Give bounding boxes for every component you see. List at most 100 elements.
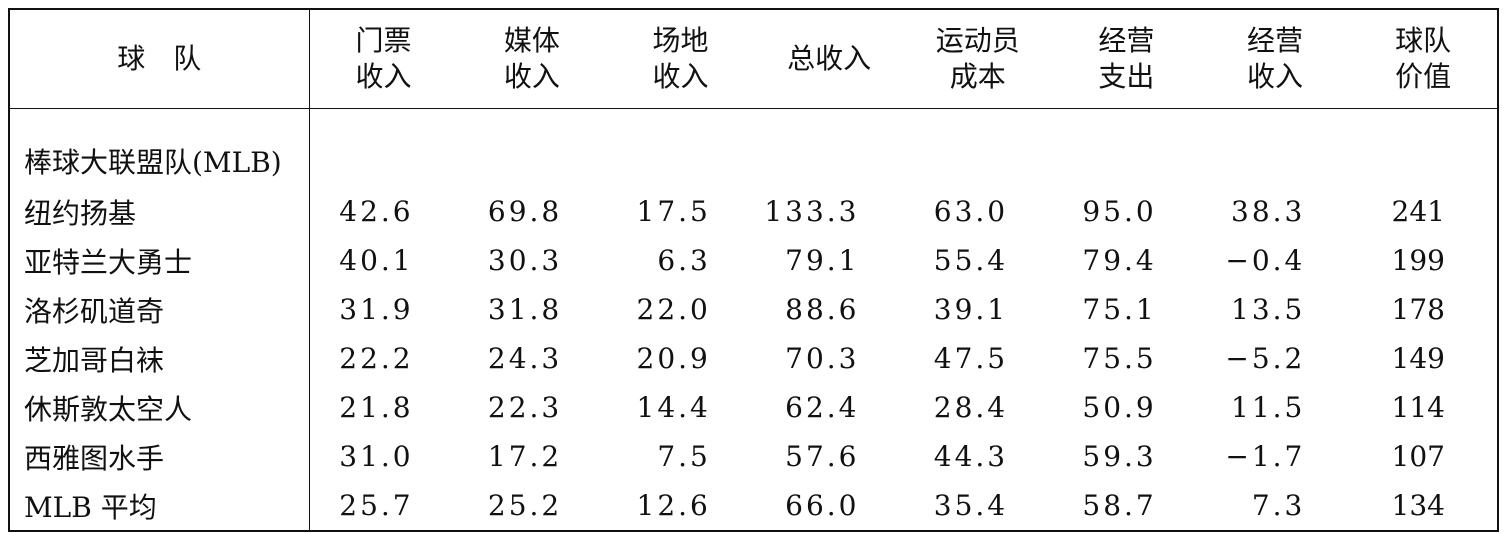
- header-cell: 经营 支出: [1052, 9, 1201, 109]
- table-header: 球 队门票 收入 媒体 收入 场地 收入 总收入 运动员 成本 经营 支出 经营 收入 球队 价值: [9, 9, 1498, 109]
- value-cell: 70.3: [785, 342, 860, 375]
- value-cell: 178: [1391, 293, 1445, 326]
- value-cell: 25.2: [487, 489, 563, 522]
- header-cell: 媒体 收入: [457, 9, 607, 109]
- value-cell: 133.3: [764, 195, 860, 228]
- team-name: MLB 平均: [9, 481, 310, 531]
- value-cell: 58.7: [1082, 489, 1157, 522]
- header-cell: 总收入: [754, 9, 904, 109]
- header-text: 球队: [1395, 24, 1452, 57]
- empty-cell: [309, 109, 458, 188]
- data-row: MLB 平均 25.7 25.2 12.6 66.0 35.4 58.7 7.3 134: [9, 481, 1498, 531]
- value-cell: 24.3: [487, 342, 563, 375]
- value-cell: 7.5: [657, 440, 711, 473]
- header-text: 经营: [1247, 24, 1304, 57]
- header-text: 收入: [652, 60, 709, 93]
- data-row: 芝加哥白袜 22.2 24.3 20.9 70.3 47.5 75.5 −5.2 149: [9, 334, 1498, 383]
- data-row: 纽约扬基 42.6 69.8 17.5 133.3 63.0 95.0 38.3 241: [9, 187, 1498, 236]
- value-cell: 134: [1391, 489, 1445, 522]
- value-cell: 35.4: [933, 489, 1009, 522]
- team-name: 洛杉矶道奇: [9, 285, 310, 334]
- empty-cell: [904, 109, 1053, 188]
- value-cell: 95.0: [1082, 195, 1157, 228]
- value-cell: 88.6: [785, 293, 860, 326]
- value-cell: 28.4: [933, 391, 1009, 424]
- data-row: 亚特兰大勇士 40.1 30.3 6.3 79.1 55.4 79.4 −0.4 199: [9, 236, 1498, 285]
- empty-cell: [1052, 109, 1201, 188]
- header-text: 支出: [1098, 60, 1155, 93]
- empty-cell: [458, 109, 607, 188]
- header-text: 门票: [355, 24, 412, 57]
- value-cell: 50.9: [1082, 391, 1157, 424]
- value-cell: 199: [1391, 244, 1445, 277]
- value-cell: 31.9: [339, 293, 414, 326]
- header-text: 价值: [1395, 60, 1452, 93]
- value-cell: 47.5: [933, 342, 1009, 375]
- value-cell: 25.7: [339, 489, 414, 522]
- value-cell: 21.8: [339, 391, 414, 424]
- value-cell: 40.1: [339, 244, 414, 277]
- value-cell: −5.2: [1225, 342, 1306, 375]
- header-cell: 运动员 成本: [903, 9, 1053, 109]
- section-label: 棒球大联盟队(MLB): [9, 108, 310, 187]
- value-cell: 107: [1391, 440, 1445, 473]
- value-cell: 13.5: [1231, 293, 1306, 326]
- value-cell: 11.5: [1231, 391, 1306, 424]
- header-text: 收入: [503, 60, 560, 93]
- header-text: 收入: [1247, 60, 1304, 93]
- value-cell: −1.7: [1225, 440, 1306, 473]
- header-cell: 场地 收入: [606, 9, 755, 109]
- value-cell: 12.6: [636, 489, 711, 522]
- revenue-table: 球 队门票 收入 媒体 收入 场地 收入 总收入 运动员 成本 经营 支出 经营 收入 球队 价值 棒球大联…: [8, 8, 1499, 532]
- value-cell: 57.6: [785, 440, 860, 473]
- team-name: 纽约扬基: [9, 187, 310, 236]
- header-text: 总收入: [787, 42, 872, 75]
- header-cell: 球队 价值: [1349, 9, 1498, 109]
- value-cell: 20.9: [636, 342, 711, 375]
- value-cell: 17.5: [636, 195, 711, 228]
- data-row: 西雅图水手 31.0 17.2 7.5 57.6 44.3 59.3 −1.7 107: [9, 432, 1498, 481]
- header-cell: 门票 收入: [309, 9, 458, 109]
- empty-cell: [755, 109, 904, 188]
- data-row: 休斯敦太空人 21.8 22.3 14.4 62.4 28.4 50.9 11.5 114: [9, 383, 1498, 432]
- header-cell: 经营 收入: [1200, 9, 1350, 109]
- value-cell: 6.3: [657, 244, 711, 277]
- value-cell: 22.2: [339, 342, 414, 375]
- value-cell: 75.1: [1082, 293, 1157, 326]
- value-cell: 62.4: [785, 391, 860, 424]
- value-cell: 44.3: [933, 440, 1009, 473]
- empty-cell: [1201, 109, 1350, 188]
- value-cell: 79.1: [785, 244, 860, 277]
- value-cell: 69.8: [487, 195, 563, 228]
- value-cell: 22.0: [636, 293, 711, 326]
- header-text: 成本: [949, 60, 1006, 93]
- value-cell: −0.4: [1225, 244, 1306, 277]
- value-cell: 75.5: [1082, 342, 1157, 375]
- value-cell: 59.3: [1082, 440, 1157, 473]
- empty-cell: [1349, 109, 1498, 188]
- value-cell: 114: [1391, 391, 1445, 424]
- value-cell: 30.3: [487, 244, 563, 277]
- header-row: 球 队门票 收入 媒体 收入 场地 收入 总收入 运动员 成本 经营 支出 经营 收入 球队 价值: [9, 9, 1498, 109]
- data-row: 洛杉矶道奇 31.9 31.8 22.0 88.6 39.1 75.1 13.5 178: [9, 285, 1498, 334]
- value-cell: 63.0: [933, 195, 1009, 228]
- value-cell: 79.4: [1082, 244, 1157, 277]
- header-text: 场地: [652, 24, 709, 57]
- header-cell: 球 队: [9, 9, 310, 109]
- value-cell: 7.3: [1251, 489, 1306, 522]
- header-text: 收入: [355, 60, 412, 93]
- team-name: 西雅图水手: [9, 432, 310, 481]
- value-cell: 42.6: [339, 195, 414, 228]
- value-cell: 17.2: [487, 440, 563, 473]
- value-cell: 31.0: [339, 440, 414, 473]
- value-cell: 22.3: [487, 391, 563, 424]
- empty-cell: [606, 109, 755, 188]
- value-cell: 31.8: [487, 293, 563, 326]
- team-name: 亚特兰大勇士: [9, 236, 310, 285]
- value-cell: 39.1: [933, 293, 1009, 326]
- team-name: 休斯敦太空人: [9, 383, 310, 432]
- value-cell: 66.0: [785, 489, 860, 522]
- value-cell: 55.4: [933, 244, 1009, 277]
- value-cell: 14.4: [636, 391, 711, 424]
